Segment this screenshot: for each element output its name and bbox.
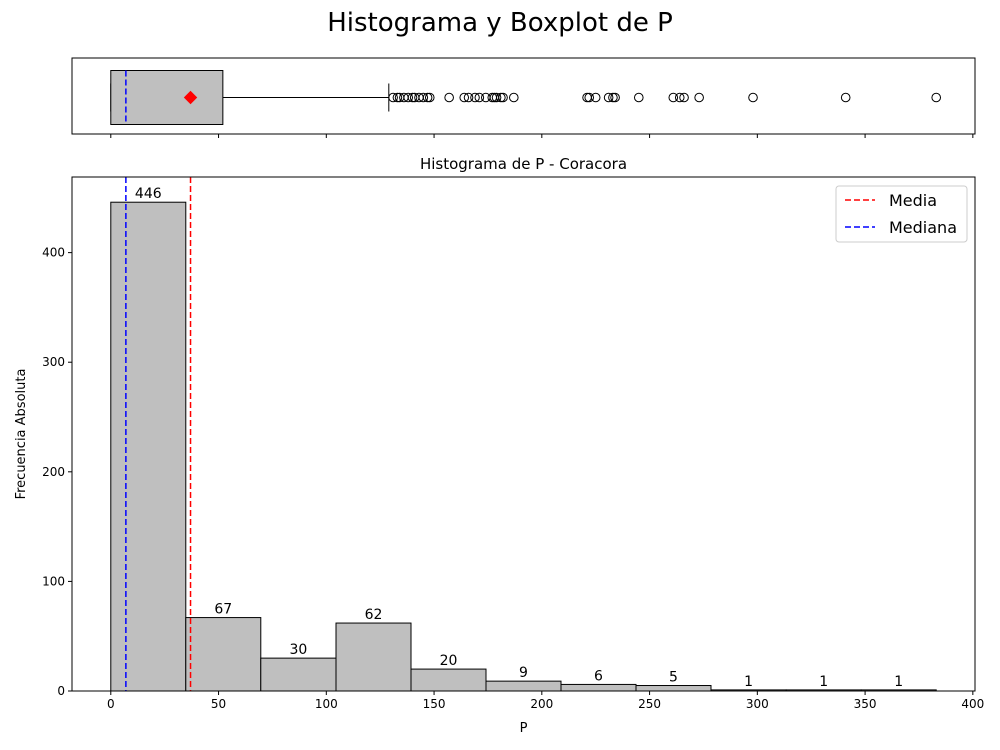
outlier-point [668,92,679,103]
outlier-point [590,92,601,103]
outlier-point [459,92,470,103]
boxplot-panel [71,57,976,138]
bar-count-label: 446 [135,186,162,202]
histogram-bar [335,622,412,692]
y-tick-label: 400 [42,246,65,260]
outlier-point [633,92,644,103]
x-tick-label: 50 [211,697,226,711]
outlier-point [422,92,433,103]
histogram-bar [185,617,262,692]
outlier-point [674,92,685,103]
x-tick-label: 400 [961,697,984,711]
iqr-box [110,70,224,125]
outlier-point [610,92,620,103]
histogram-bar [110,201,187,692]
outlier-point [463,92,474,103]
bar-count-label: 5 [669,670,678,686]
outlier-point [496,92,506,103]
bar-count-label: 9 [519,665,528,681]
histogram-frame [71,176,976,692]
x-tick-label: 100 [315,697,338,711]
x-tick-label: 200 [530,697,553,711]
y-tick-label: 0 [57,684,65,698]
outlier-point [584,92,595,103]
histogram-plot-area [72,177,975,691]
outlier-point [694,92,704,103]
legend-label: Mediana [889,218,957,237]
x-tick-label: 350 [854,697,877,711]
outlier-point [424,92,435,103]
y-tick-label: 300 [42,355,65,369]
bar-count-label: 1 [894,674,903,690]
outlier-point [444,92,454,103]
histogram-bar [260,657,337,692]
outlier-point [470,92,480,103]
y-tick-label: 100 [42,574,65,588]
bar-count-label: 62 [365,607,383,623]
outlier-point [474,92,485,103]
outlier-point [509,92,519,103]
outlier-point [603,92,614,103]
figure-title: Histograma y Boxplot de P [327,8,673,38]
outlier-point [491,92,502,103]
y-axis-label: Frecuencia Absoluta [14,369,29,500]
bar-count-label: 20 [440,653,458,669]
bar-count-label: 1 [819,674,828,690]
outlier-point [840,92,851,103]
histogram-title: Histograma de P - Coracora [420,155,627,173]
x-tick-label: 300 [746,697,769,711]
x-tick-label: 0 [107,697,115,711]
bar-count-label: 67 [214,602,232,618]
histogram-bar [635,685,712,692]
histogram-panel: Histograma de P - Coracora 446 67 30 62 20 9 6 5… [14,155,984,736]
x-tick-label: 250 [638,697,661,711]
bar-count-label: 6 [594,668,603,684]
outlier-point [679,92,689,103]
outlier-point [407,92,418,103]
outlier-point [931,92,942,103]
bar-count-label: 1 [744,674,753,690]
outlier-point [403,92,414,103]
mean-marker [183,90,198,105]
histogram-bar [560,683,637,692]
y-tick-label: 200 [42,465,65,479]
bar-count-label: 30 [289,642,307,658]
histogram-bar [410,668,487,692]
outlier-point [392,92,403,103]
outlier-point [418,92,429,103]
outlier-point [748,92,758,103]
histogram-bar [485,680,562,692]
legend: Media Mediana [835,185,968,243]
outlier-point [388,92,398,103]
x-axis-label: P [520,721,528,736]
x-tick-label: 150 [423,697,446,711]
outlier-point [498,92,508,103]
outlier-point [608,92,618,103]
legend-label: Media [889,191,937,210]
